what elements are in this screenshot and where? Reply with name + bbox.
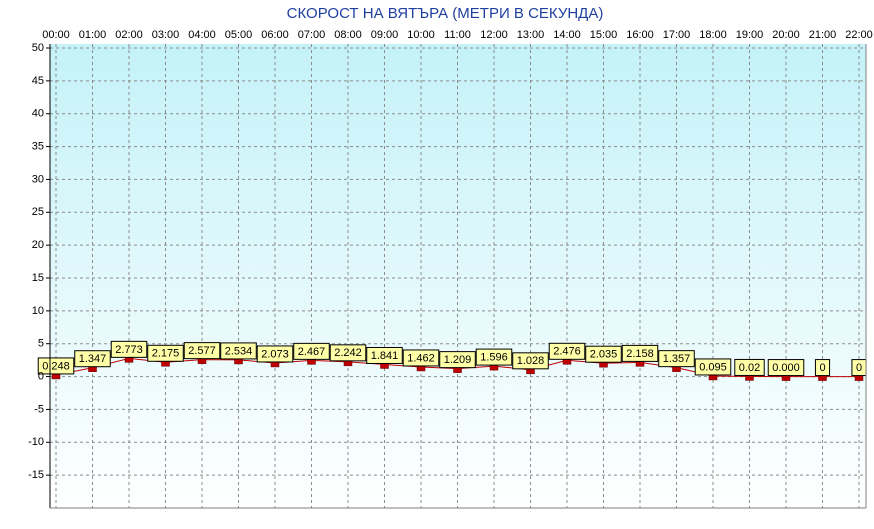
x-tick-label: 10:00 (407, 29, 435, 41)
value-label-box (734, 358, 765, 376)
x-tick-label: 22:00 (845, 29, 873, 41)
x-tick-label: 20:00 (772, 29, 800, 41)
value-label-box (512, 352, 549, 370)
value-label-box (220, 342, 257, 360)
value-label-box (293, 342, 330, 360)
y-tick-label: 5 (38, 338, 44, 350)
chart-title: СКОРОСТ НА ВЯТЪРА (МЕТРИ В СЕКУНДА) (287, 5, 604, 22)
value-label: 0.248 (42, 360, 70, 372)
value-label: 2.773 (115, 344, 143, 356)
value-label-box (439, 351, 476, 369)
value-label: 2.242 (334, 347, 362, 359)
value-label-box (110, 340, 148, 358)
value-label-box (366, 346, 403, 364)
value-label: 1.028 (517, 355, 545, 367)
value-label: 1.347 (79, 353, 107, 365)
y-tick-label: 30 (32, 173, 44, 185)
value-label-box (548, 342, 586, 360)
value-label-box (585, 345, 622, 363)
x-tick-label: 11:00 (444, 29, 471, 41)
value-label: 2.158 (626, 348, 654, 360)
y-tick-label: 40 (32, 108, 44, 120)
x-tick-label: 16:00 (626, 29, 654, 41)
x-tick-label: 15:00 (590, 29, 618, 41)
x-tick-label: 07:00 (298, 29, 326, 41)
value-label: 0.02 (739, 362, 760, 374)
x-tick-label: 18:00 (699, 29, 727, 41)
x-tick-label: 05:00 (225, 29, 253, 41)
y-tick-label: -5 (34, 403, 44, 415)
x-tick-label: 14:00 (553, 29, 581, 41)
x-tick-label: 21:00 (809, 29, 837, 41)
y-tick-label: -10 (28, 436, 44, 448)
x-tick-label: 12:00 (480, 29, 508, 41)
y-tick-label: 15 (32, 272, 44, 284)
value-label: 2.577 (188, 345, 216, 357)
value-label-box (183, 342, 221, 360)
value-label: 0 (856, 362, 862, 374)
x-tick-label: 17:00 (663, 29, 691, 41)
value-label-box (621, 344, 659, 362)
value-label-box (402, 349, 440, 367)
x-tick-label: 09:00 (371, 29, 399, 41)
value-label-box (74, 350, 111, 368)
x-tick-label: 04:00 (188, 29, 216, 41)
y-tick-label: 25 (32, 206, 44, 218)
y-tick-label: -15 (28, 469, 44, 481)
value-label-box (658, 350, 695, 368)
value-label-box (475, 348, 513, 366)
value-label: 1.462 (407, 352, 435, 364)
value-label: 2.534 (225, 345, 253, 357)
value-label: 2.073 (261, 348, 289, 360)
x-tick-label: 00:00 (42, 29, 70, 41)
value-label: 0 (819, 362, 825, 374)
value-label: 0.000 (772, 362, 800, 374)
y-tick-label: 20 (32, 239, 44, 251)
value-label: 0.095 (699, 361, 727, 373)
y-tick-label: 10 (32, 305, 44, 317)
x-tick-label: 03:00 (152, 29, 180, 41)
x-tick-label: 13:00 (517, 29, 545, 41)
x-tick-label: 02:00 (115, 29, 143, 41)
y-tick-label: 35 (32, 140, 44, 152)
y-tick-label: 45 (32, 75, 44, 87)
value-label-box (694, 358, 732, 376)
value-label-box (147, 344, 184, 362)
value-label: 2.467 (298, 346, 326, 358)
value-label-box (256, 345, 294, 363)
value-label: 2.476 (553, 346, 581, 358)
value-label: 1.841 (371, 350, 399, 362)
value-label: 1.209 (444, 354, 472, 366)
y-tick-label: 0 (38, 370, 44, 382)
x-tick-label: 19:00 (736, 29, 764, 41)
y-tick-label: 50 (32, 42, 44, 54)
value-label: 1.596 (480, 351, 508, 363)
x-tick-label: 01:00 (79, 29, 107, 41)
value-label-box (37, 357, 75, 375)
x-tick-label: 06:00 (261, 29, 289, 41)
value-label: 2.175 (152, 348, 180, 360)
value-label-box (329, 344, 367, 362)
value-label: 1.357 (663, 353, 691, 365)
value-label-box (767, 359, 805, 377)
x-tick-label: 08:00 (334, 29, 362, 41)
value-label-box (814, 359, 831, 377)
value-label: 2.035 (590, 349, 618, 361)
